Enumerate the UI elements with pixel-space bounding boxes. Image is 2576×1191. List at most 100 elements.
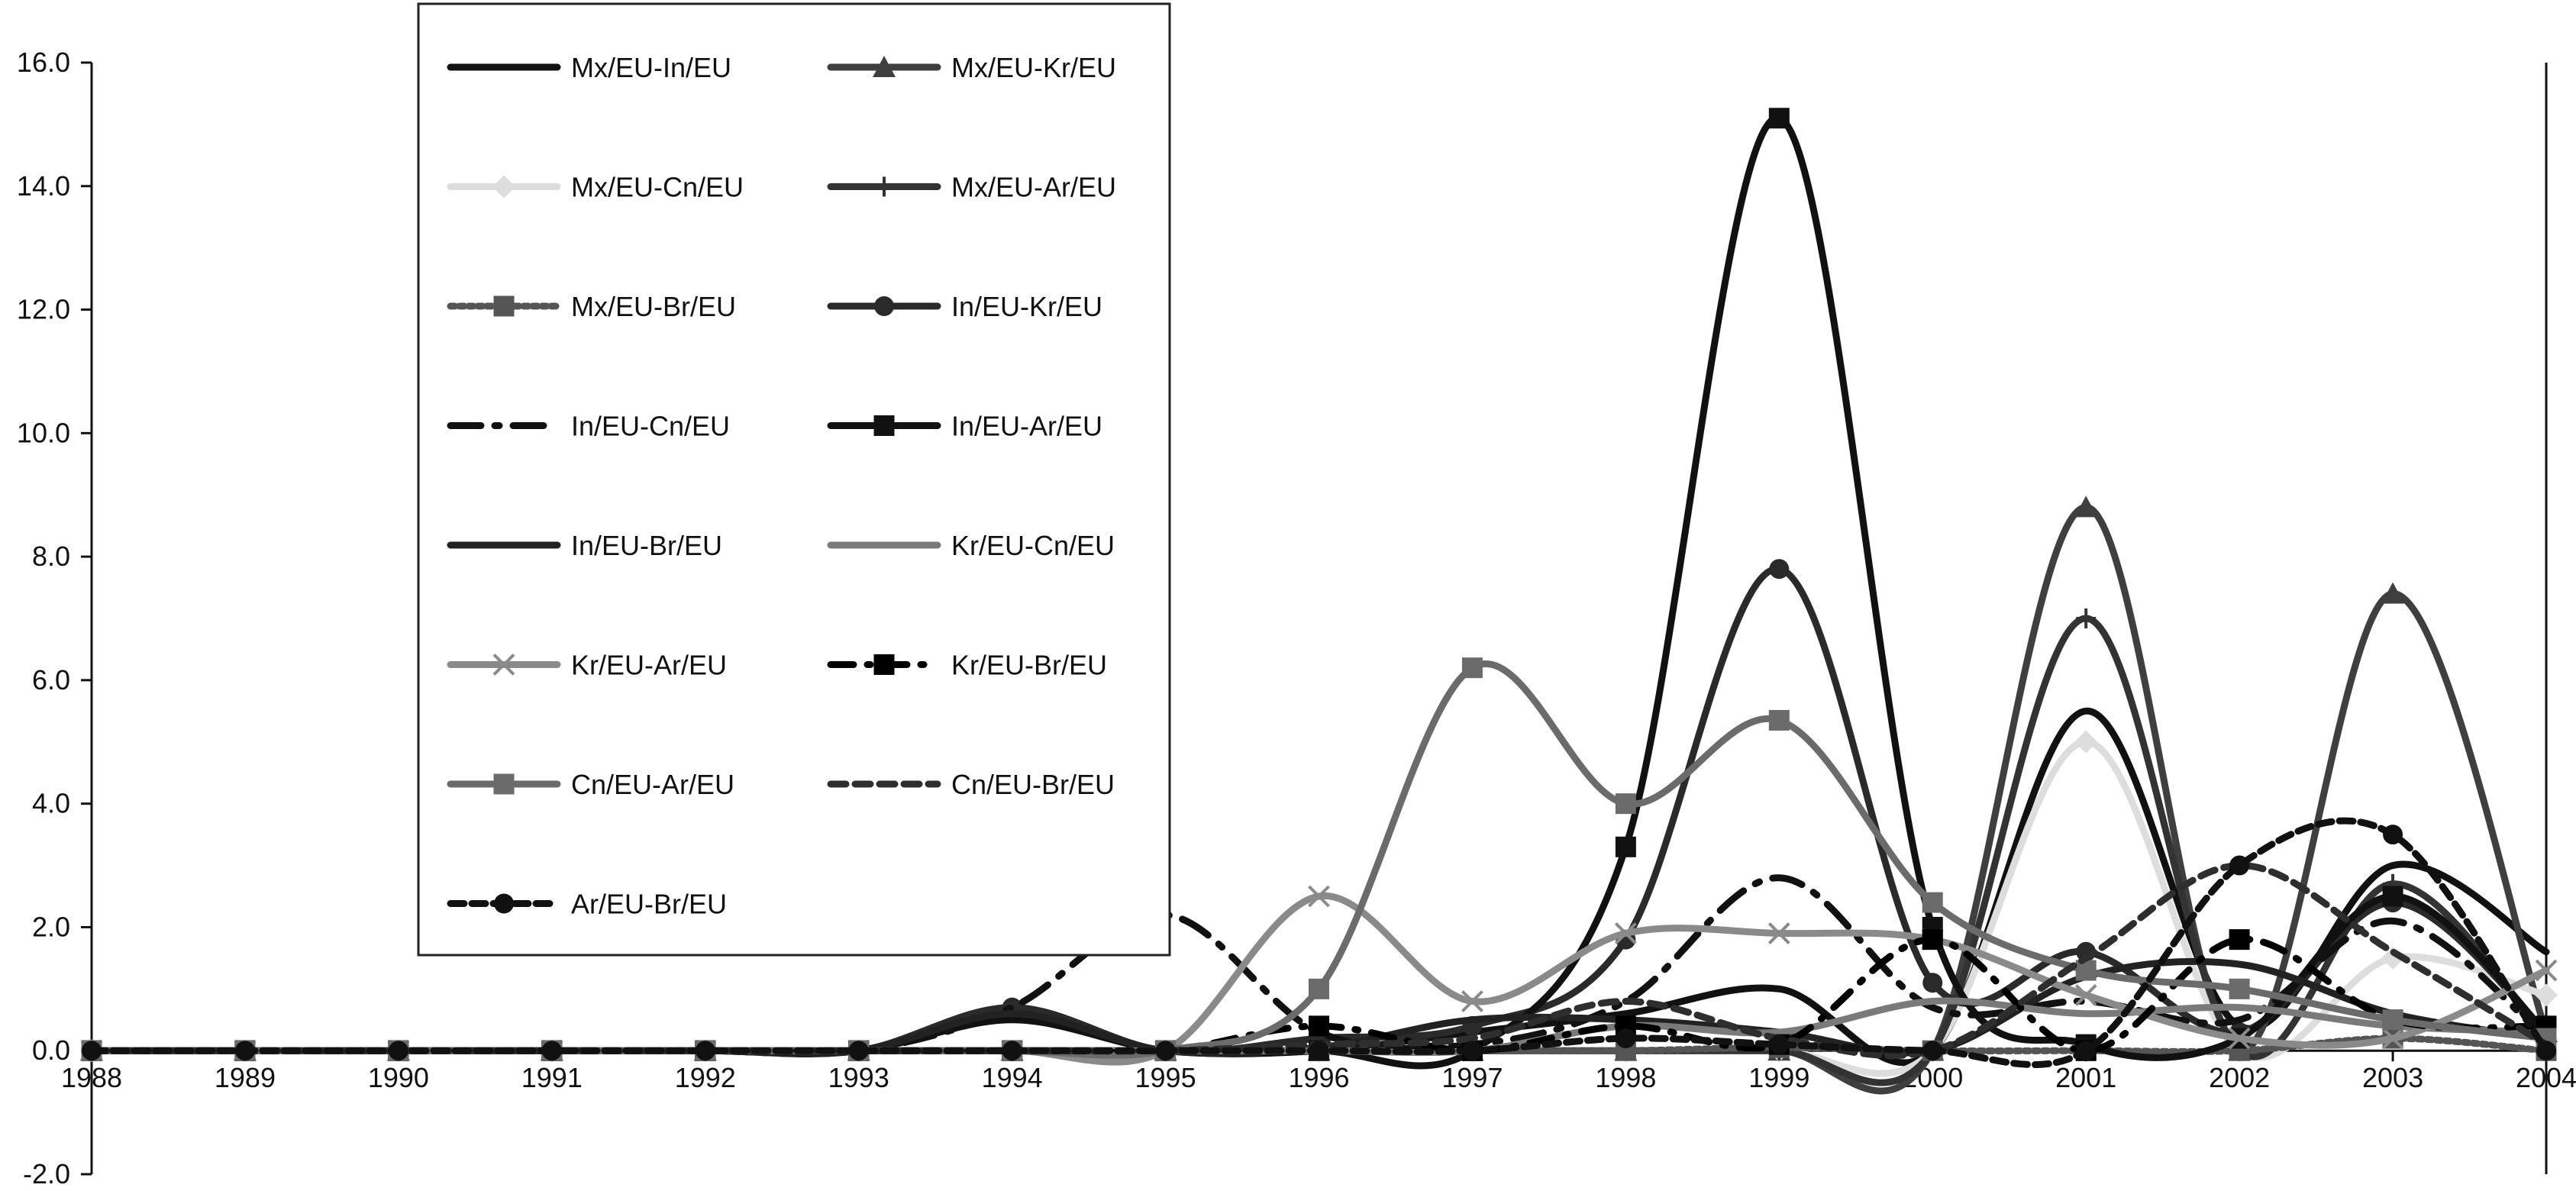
legend-swatch-marker [492,654,515,676]
legend-item-mx-eu-br-eu: Mx/EU-Br/EU [447,291,736,322]
data-point-in-eu-kr-eu [1769,559,1790,579]
data-point-cn-eu-ar-eu [2382,1009,2403,1031]
data-point-kr-eu-br-eu [1922,929,1943,951]
legend-label: Kr/EU-Br/EU [951,650,1107,681]
data-point-cn-eu-ar-eu [1461,657,1483,679]
data-point-ar-eu-br-eu [848,1041,869,1061]
data-point-kr-eu-ar-eu-b [1308,885,1330,908]
legend-label: Cn/EU-Br/EU [951,769,1115,800]
x-tick-label: 2002 [2209,1062,2270,1093]
y-tick-label: 4.0 [32,788,70,819]
legend-label: In/EU-Br/EU [571,530,722,561]
legend-item-kr-eu-cn-eu: Kr/EU-Cn/EU [827,530,1115,561]
legend-label: Ar/EU-Br/EU [571,889,727,920]
y-tick-label: 14.0 [17,170,70,202]
data-point-kr-eu-ar-eu-b [2074,984,2097,1006]
legend-item-cn-eu-br-eu: Cn/EU-Br/EU [827,769,1115,800]
data-point-kr-eu-ar-eu [2228,1027,2251,1050]
legend-swatch-marker [494,893,514,914]
x-tick-label: 1990 [368,1062,429,1093]
data-point-kr-eu-ar-eu-b [2535,959,2558,982]
legend-item-mx-eu-cn-eu: Mx/EU-Cn/EU [447,172,744,203]
legend-item-ar-eu-br-eu: Ar/EU-Br/EU [447,889,727,920]
legend-label: In/EU-Kr/EU [951,291,1102,322]
legend-swatch-marker [493,295,515,317]
data-point-kr-eu-ar-eu [1614,922,1637,944]
data-point-kr-eu-ar-eu-b [1767,922,1790,944]
data-point-kr-eu-ar-eu [1308,885,1330,908]
y-tick-label: 6.0 [32,664,70,696]
y-tick-label: 16.0 [17,47,70,78]
data-point-mx-eu-kr-eu [2381,582,2405,604]
series-layer [80,108,2558,1095]
data-point-ar-eu-br-eu [1769,1034,1790,1055]
data-point-mx-eu-kr-eu [2074,495,2098,518]
x-tick-label: 1988 [61,1062,122,1093]
y-tick-label: -2.0 [23,1158,70,1189]
data-point-ar-eu-br-eu [1462,1041,1483,1061]
data-point-kr-eu-ar-eu-b [2381,1027,2404,1050]
data-point-ar-eu-br-eu [1002,1041,1022,1061]
x-tick-label: 1994 [982,1062,1043,1093]
data-point-mx-eu-cn-eu [2535,983,2558,1007]
legend-label: Mx/EU-Br/EU [571,291,736,322]
x-tick-label: 2001 [2055,1062,2116,1093]
data-point-ar-eu-br-eu [695,1041,715,1061]
legend-label: Mx/EU-In/EU [571,52,731,83]
y-tick-label: 0.0 [32,1034,70,1066]
legend-swatch-marker [874,176,894,197]
legend-item-in-eu-kr-eu: In/EU-Kr/EU [827,291,1102,322]
legend-label: Kr/EU-Cn/EU [951,530,1115,561]
legend-item-mx-eu-ar-eu: Mx/EU-Ar/EU [827,172,1116,203]
data-point-kr-eu-br-eu [1309,1015,1329,1037]
legend-label: Cn/EU-Ar/EU [571,769,734,800]
data-point-ar-eu-br-eu [1616,1028,1636,1049]
x-tick-label: 1996 [1288,1062,1349,1093]
x-tick-label: 1998 [1595,1062,1656,1093]
x-tick-label: 1995 [1135,1062,1196,1093]
data-point-in-eu-ar-eu [1768,108,1790,129]
x-tick-label: 1989 [215,1062,276,1093]
data-point-kr-eu-ar-eu [2535,959,2558,982]
x-tick-label: 1992 [675,1062,736,1093]
data-point-ar-eu-br-eu [82,1041,102,1061]
series-ar-eu-br-eu [82,817,2556,1069]
legend-swatch-marker [873,56,896,77]
data-point-cn-eu-ar-eu [1309,978,1329,999]
series-line-in-eu-cn-eu [88,874,2550,1057]
x-tick-label: 1997 [1441,1062,1503,1093]
legend-swatch-marker [873,415,895,436]
legend: Mx/EU-In/EU Mx/EU-Kr/EU Mx/EU-Cn/EU Mx/EU-A… [417,2,1171,957]
data-point-kr-eu-ar-eu [1767,922,1790,944]
data-point-ar-eu-br-eu [388,1041,408,1061]
y-tick-label: 10.0 [17,417,70,448]
legend-item-mx-eu-in-eu: Mx/EU-In/EU [447,52,731,83]
data-point-ar-eu-br-eu [1309,1041,1329,1061]
legend-item-mx-eu-kr-eu: Mx/EU-Kr/EU [827,52,1116,83]
y-tick-label: 8.0 [32,541,70,572]
data-point-mx-eu-ar-eu [2076,608,2097,628]
data-point-kr-eu-ar-eu-b [2228,1027,2251,1050]
data-point-cn-eu-ar-eu [1922,892,1943,913]
legend-item-in-eu-br-eu: In/EU-Br/EU [447,530,722,561]
legend-item-kr-eu-ar-eu: Kr/EU-Ar/EU [447,650,727,681]
data-point-ar-eu-br-eu [1155,1041,1176,1061]
data-point-in-eu-ar-eu [2382,886,2403,907]
data-point-cn-eu-ar-eu [2075,960,2097,981]
legend-label: Kr/EU-Ar/EU [571,650,727,681]
data-point-kr-eu-ar-eu [2381,1027,2404,1050]
series-in-eu-cn-eu [88,874,2550,1057]
legend-swatch-marker-b [492,654,515,676]
legend-item-in-eu-cn-eu: In/EU-Cn/EU [447,411,730,442]
legend-label: Mx/EU-Ar/EU [951,172,1116,203]
legend-label: Mx/EU-Cn/EU [571,172,744,203]
x-tick-label: 1993 [828,1062,889,1093]
legend-item-cn-eu-ar-eu: Cn/EU-Ar/EU [447,769,734,800]
data-point-ar-eu-br-eu [2076,1041,2097,1061]
legend-swatch-marker [874,296,894,316]
legend-label: In/EU-Cn/EU [571,411,730,442]
data-point-kr-eu-ar-eu [1461,990,1483,1012]
legend-item-in-eu-ar-eu: In/EU-Ar/EU [827,411,1102,442]
x-tick-label: 1991 [521,1062,583,1093]
